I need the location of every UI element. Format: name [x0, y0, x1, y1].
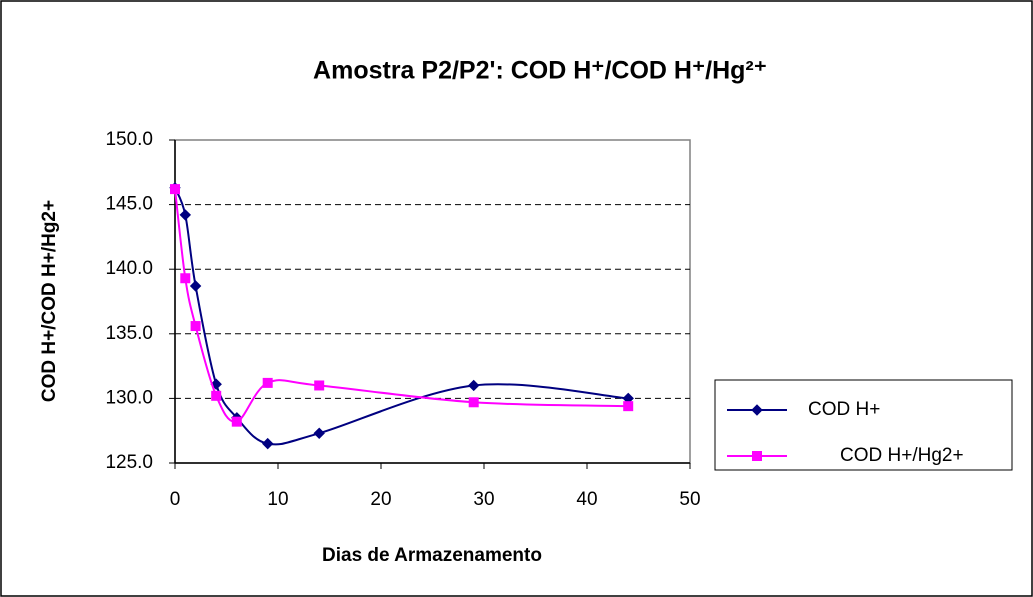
data-point: [231, 416, 242, 427]
data-point: [189, 280, 202, 292]
data-point: [190, 321, 201, 332]
data-point: [262, 377, 273, 388]
data-point: [179, 209, 192, 221]
y-tick-label: 130.0: [105, 387, 153, 408]
x-tick-label: 20: [370, 489, 391, 510]
legend-label: COD H+/Hg2+: [840, 445, 964, 466]
x-tick-label: 40: [576, 489, 597, 510]
x-tick-label: 50: [679, 489, 700, 510]
data-point: [468, 397, 479, 408]
x-tick-label: 10: [267, 489, 288, 510]
data-point: [467, 379, 480, 392]
data-point: [180, 273, 191, 284]
x-tick-label: 30: [473, 489, 494, 510]
chart-title: Amostra P2/P2': COD H⁺/COD H⁺/Hg²⁺: [313, 57, 767, 85]
y-tick-label: 140.0: [105, 258, 153, 279]
legend-marker: [752, 451, 762, 461]
data-point: [314, 380, 325, 391]
data-point: [211, 390, 222, 401]
plot-area: [174, 139, 691, 464]
data-point: [313, 427, 325, 439]
y-tick-label: 150.0: [105, 129, 153, 150]
y-tick-label: 125.0: [105, 452, 153, 473]
legend-label: COD H+: [808, 399, 880, 420]
data-point: [623, 401, 634, 412]
y-axis-label: COD H+/COD H+/Hg2+: [39, 200, 60, 402]
data-point: [170, 184, 180, 195]
y-tick-label: 145.0: [105, 194, 153, 215]
data-point: [261, 437, 274, 450]
x-tick-label: 0: [170, 489, 181, 510]
y-tick-label: 135.0: [105, 323, 153, 344]
x-axis-label: Dias de Armazenamento: [322, 545, 542, 566]
legend-marker: [751, 404, 763, 416]
